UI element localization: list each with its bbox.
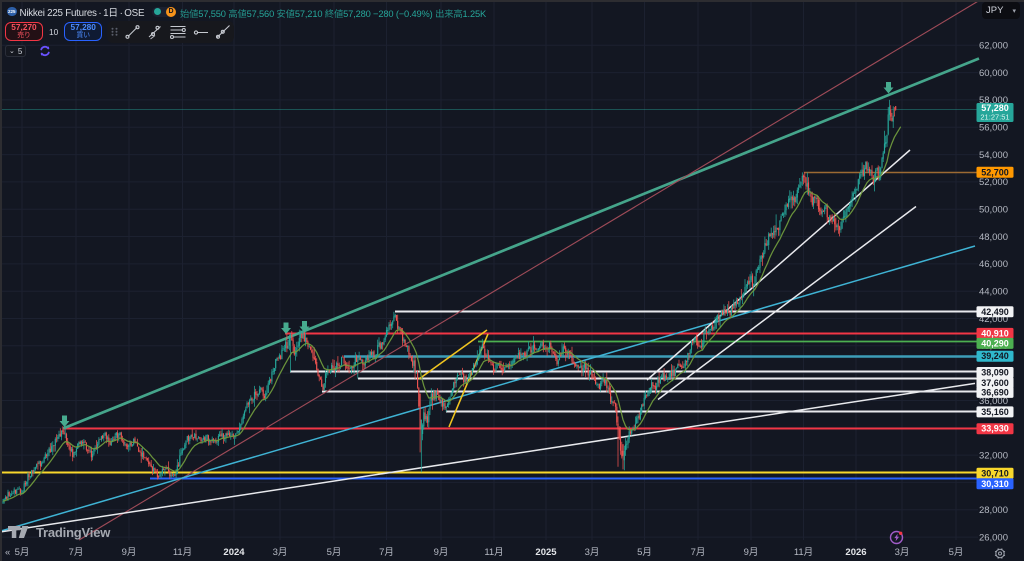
svg-text:9月: 9月 <box>434 547 449 558</box>
svg-text:3月: 3月 <box>895 547 910 558</box>
svg-text:30,710: 30,710 <box>981 468 1009 478</box>
svg-text:7月: 7月 <box>691 547 706 558</box>
svg-text:2024: 2024 <box>223 547 245 558</box>
svg-text:5月: 5月 <box>327 547 342 558</box>
svg-text:52,700: 52,700 <box>981 167 1009 177</box>
svg-text:39,240: 39,240 <box>981 351 1009 361</box>
svg-text:5月: 5月 <box>15 547 30 558</box>
svg-text:54,000: 54,000 <box>979 150 1008 161</box>
svg-text:3月: 3月 <box>585 547 600 558</box>
svg-text:58,000: 58,000 <box>979 95 1008 106</box>
svg-text:9月: 9月 <box>744 547 759 558</box>
svg-text:36,690: 36,690 <box>981 387 1009 397</box>
svg-text:37,600: 37,600 <box>981 378 1009 388</box>
svg-text:11月: 11月 <box>794 547 813 558</box>
svg-text:«: « <box>5 547 10 558</box>
svg-text:32,000: 32,000 <box>979 450 1008 461</box>
svg-text:48,000: 48,000 <box>979 232 1008 243</box>
svg-text:7月: 7月 <box>69 547 84 558</box>
svg-text:21:27:51: 21:27:51 <box>980 113 1009 122</box>
svg-text:62,000: 62,000 <box>979 41 1008 52</box>
svg-text:26,000: 26,000 <box>979 532 1008 543</box>
svg-text:28,000: 28,000 <box>979 505 1008 516</box>
svg-text:2026: 2026 <box>845 547 866 558</box>
svg-text:60,000: 60,000 <box>979 68 1008 79</box>
svg-text:3月: 3月 <box>273 547 288 558</box>
svg-text:30,310: 30,310 <box>981 479 1009 489</box>
svg-text:33,930: 33,930 <box>981 424 1009 434</box>
svg-text:9月: 9月 <box>122 547 137 558</box>
svg-text:35,160: 35,160 <box>981 407 1009 417</box>
svg-text:11月: 11月 <box>173 547 192 558</box>
svg-text:5月: 5月 <box>637 547 652 558</box>
svg-text:38,090: 38,090 <box>981 368 1009 378</box>
svg-text:7月: 7月 <box>379 547 394 558</box>
svg-text:56,000: 56,000 <box>979 123 1008 134</box>
svg-text:40,910: 40,910 <box>981 328 1009 338</box>
svg-text:46,000: 46,000 <box>979 259 1008 270</box>
svg-text:5月: 5月 <box>949 547 964 558</box>
svg-text:2025: 2025 <box>535 547 557 558</box>
svg-text:36,000: 36,000 <box>979 396 1008 407</box>
svg-text:42,000: 42,000 <box>979 314 1008 325</box>
svg-text:52,000: 52,000 <box>979 177 1008 188</box>
svg-text:42,490: 42,490 <box>981 307 1009 317</box>
svg-text:11月: 11月 <box>484 547 503 558</box>
svg-text:57,280: 57,280 <box>981 103 1009 113</box>
svg-text:44,000: 44,000 <box>979 287 1008 298</box>
svg-text:50,000: 50,000 <box>979 205 1008 216</box>
svg-text:40,290: 40,290 <box>981 338 1009 348</box>
